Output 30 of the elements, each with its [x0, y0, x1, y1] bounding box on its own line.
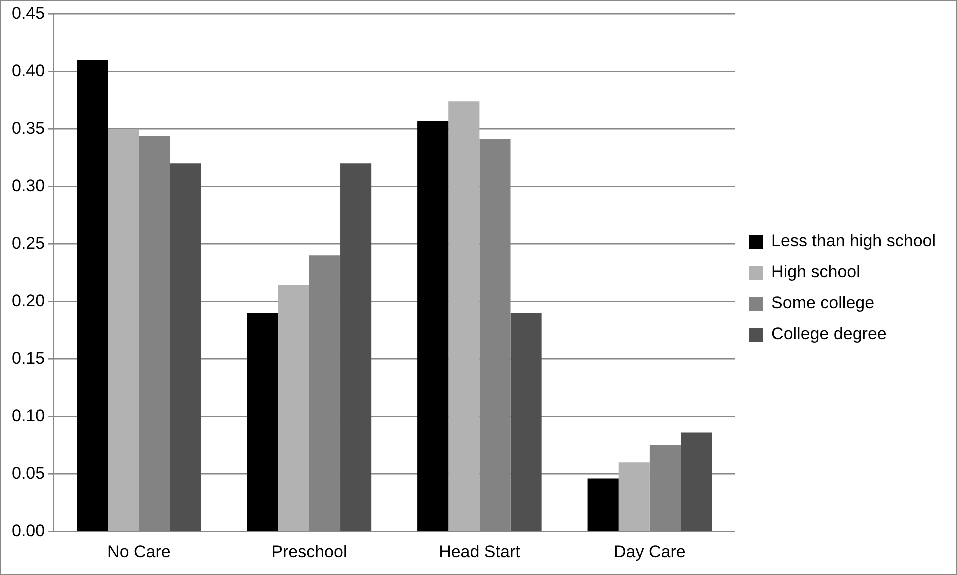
bar [170, 164, 202, 531]
y-tick-label: 0.25 [12, 234, 46, 253]
bar [448, 102, 480, 531]
bar [418, 121, 449, 531]
bar [510, 313, 542, 531]
x-tick-label: Preschool [272, 542, 348, 562]
bar [108, 129, 140, 531]
x-tick-label: Day Care [614, 542, 686, 562]
y-tick-label: 0.15 [12, 348, 46, 368]
bar [618, 462, 650, 531]
y-tick-label: 0.35 [12, 118, 46, 138]
x-tick-label: No Care [108, 542, 171, 562]
bar [340, 164, 372, 531]
y-tick-label: 0.00 [12, 521, 46, 540]
y-tick-label: 0.05 [12, 464, 46, 483]
y-tick-label: 0.30 [12, 176, 46, 196]
legend-label: Some college [772, 294, 875, 313]
bar [77, 60, 108, 531]
x-tick-label: Head Start [439, 542, 521, 562]
bar [278, 286, 310, 531]
y-tick-label: 0.45 [12, 4, 46, 23]
bar [247, 313, 278, 531]
y-tick-label: 0.20 [12, 291, 46, 310]
legend-label: Less than high school [772, 232, 936, 251]
legend-label: College degree [772, 324, 887, 344]
y-tick-label: 0.40 [12, 61, 46, 80]
legend-label: High school [772, 262, 860, 282]
y-tick-label: 0.10 [12, 406, 46, 426]
bar [681, 432, 712, 531]
bar [588, 478, 619, 531]
